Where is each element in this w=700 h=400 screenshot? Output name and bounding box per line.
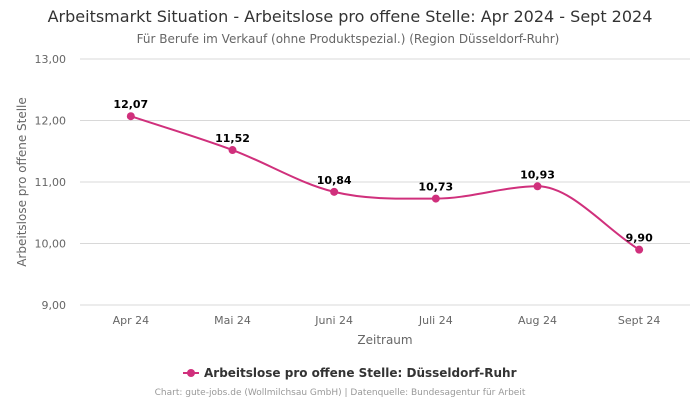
x-tick-label: Apr 24: [113, 314, 150, 327]
data-point[interactable]: [228, 146, 237, 155]
data-label: 10,84: [317, 174, 352, 187]
x-tick-label: Juni 24: [314, 314, 353, 327]
data-label: 11,52: [215, 132, 250, 145]
grid-lines: [80, 58, 690, 306]
series-line: [130, 115, 640, 251]
chart-subtitle: Für Berufe im Verkauf (ohne Produktspezi…: [137, 32, 560, 46]
x-axis-ticks: Apr 24 Mai 24 Juni 24 Juli 24 Aug 24 Sept 24: [113, 314, 661, 327]
data-label: 12,07: [113, 98, 148, 111]
x-tick-label: Juli 24: [418, 314, 453, 327]
data-point[interactable]: [126, 112, 135, 121]
data-point[interactable]: [635, 245, 644, 254]
y-axis-title: Arbeitslose pro offene Stelle: [15, 97, 29, 267]
x-tick-label: Sept 24: [618, 314, 661, 327]
x-tick-label: Aug 24: [518, 314, 557, 327]
y-tick-label: 10,00: [35, 238, 67, 251]
data-point[interactable]: [533, 182, 542, 191]
data-point[interactable]: [330, 187, 339, 196]
data-labels: 12,07 11,52 10,84 10,73 10,93 9,90: [113, 98, 653, 244]
data-point[interactable]: [431, 194, 440, 203]
y-tick-label: 11,00: [35, 176, 67, 189]
data-label: 10,93: [520, 168, 555, 181]
y-tick-label: 9,00: [42, 299, 67, 312]
x-tick-label: Mai 24: [214, 314, 251, 327]
y-tick-label: 12,00: [35, 115, 67, 128]
chart-title: Arbeitsmarkt Situation - Arbeitslose pro…: [48, 7, 653, 26]
y-axis-ticks: 9,00 10,00 11,00 12,00 13,00: [35, 53, 67, 312]
legend-label: Arbeitslose pro offene Stelle: Düsseldor…: [204, 366, 517, 380]
x-axis-title: Zeitraum: [357, 333, 412, 347]
data-label: 9,90: [626, 232, 653, 245]
legend[interactable]: Arbeitslose pro offene Stelle: Düsseldor…: [183, 366, 517, 380]
data-label: 10,73: [418, 181, 453, 194]
legend-swatch-marker: [187, 369, 195, 377]
chart-credits: Chart: gute-jobs.de (Wollmilchsau GmbH) …: [155, 388, 526, 398]
series-group: [126, 112, 644, 254]
y-tick-label: 13,00: [35, 53, 67, 66]
